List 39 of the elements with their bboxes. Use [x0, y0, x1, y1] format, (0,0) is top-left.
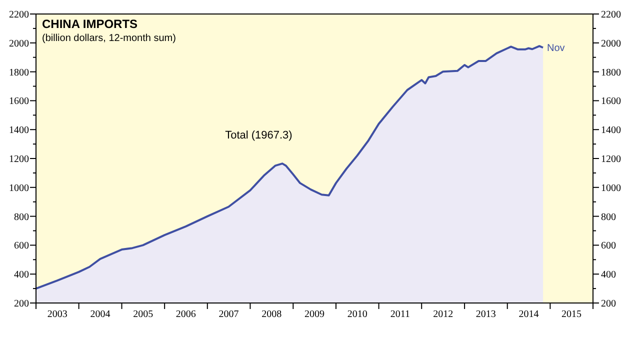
- y2-tick-label: 800: [601, 212, 616, 223]
- x-tick-label: 2004: [90, 309, 110, 320]
- y2-tick-label: 1600: [601, 96, 621, 108]
- x-tick-label: 2012: [433, 309, 454, 320]
- y2-tick-label: 1000: [601, 182, 621, 194]
- y2-tick-label: 600: [601, 240, 616, 252]
- y-tick-label: 1000: [9, 182, 29, 194]
- annotation: Nov: [547, 43, 565, 54]
- y2-tick-label: 1800: [601, 67, 621, 78]
- y-tick-label: 1200: [9, 154, 29, 165]
- x-tick-label: 2010: [347, 309, 368, 320]
- y-tick-label: 2200: [9, 10, 29, 20]
- y2-tick-label: 2200: [601, 10, 621, 20]
- y-tick-label: 1800: [9, 67, 29, 78]
- x-tick-label: 2003: [47, 309, 68, 320]
- x-tick-label: 2007: [218, 309, 239, 320]
- x-tick-label: 2008: [262, 309, 282, 320]
- x-tick-label: 2013: [476, 309, 496, 320]
- x-tick-label: 2015: [562, 309, 582, 320]
- y2-tick-label: 200: [601, 298, 616, 310]
- y2-tick-label: 2000: [601, 38, 621, 50]
- y-tick-label: 600: [14, 240, 29, 252]
- x-tick-label: 2011: [390, 309, 410, 320]
- x-tick-label: 2005: [133, 309, 154, 320]
- y-tick-label: 800: [14, 212, 29, 223]
- text: Total (1967.3): [225, 130, 292, 142]
- y-tick-label: 200: [14, 298, 29, 310]
- y-tick-label: 1400: [9, 125, 29, 136]
- y2-tick-label: 400: [601, 270, 616, 281]
- y2-tick-label: 1400: [601, 125, 621, 136]
- x-tick-label: 2014: [518, 309, 539, 320]
- y-tick-label: 1600: [9, 96, 29, 108]
- x-tick-label: 2006: [176, 309, 196, 320]
- text: (billion dollars, 12-month sum): [42, 33, 176, 44]
- x-tick-label: 2009: [304, 309, 324, 320]
- y-tick-label: 400: [14, 270, 29, 281]
- y2-tick-label: 1200: [601, 154, 621, 165]
- y-tick-label: 2000: [9, 38, 29, 50]
- chart-title: CHINA IMPORTS: [42, 17, 138, 31]
